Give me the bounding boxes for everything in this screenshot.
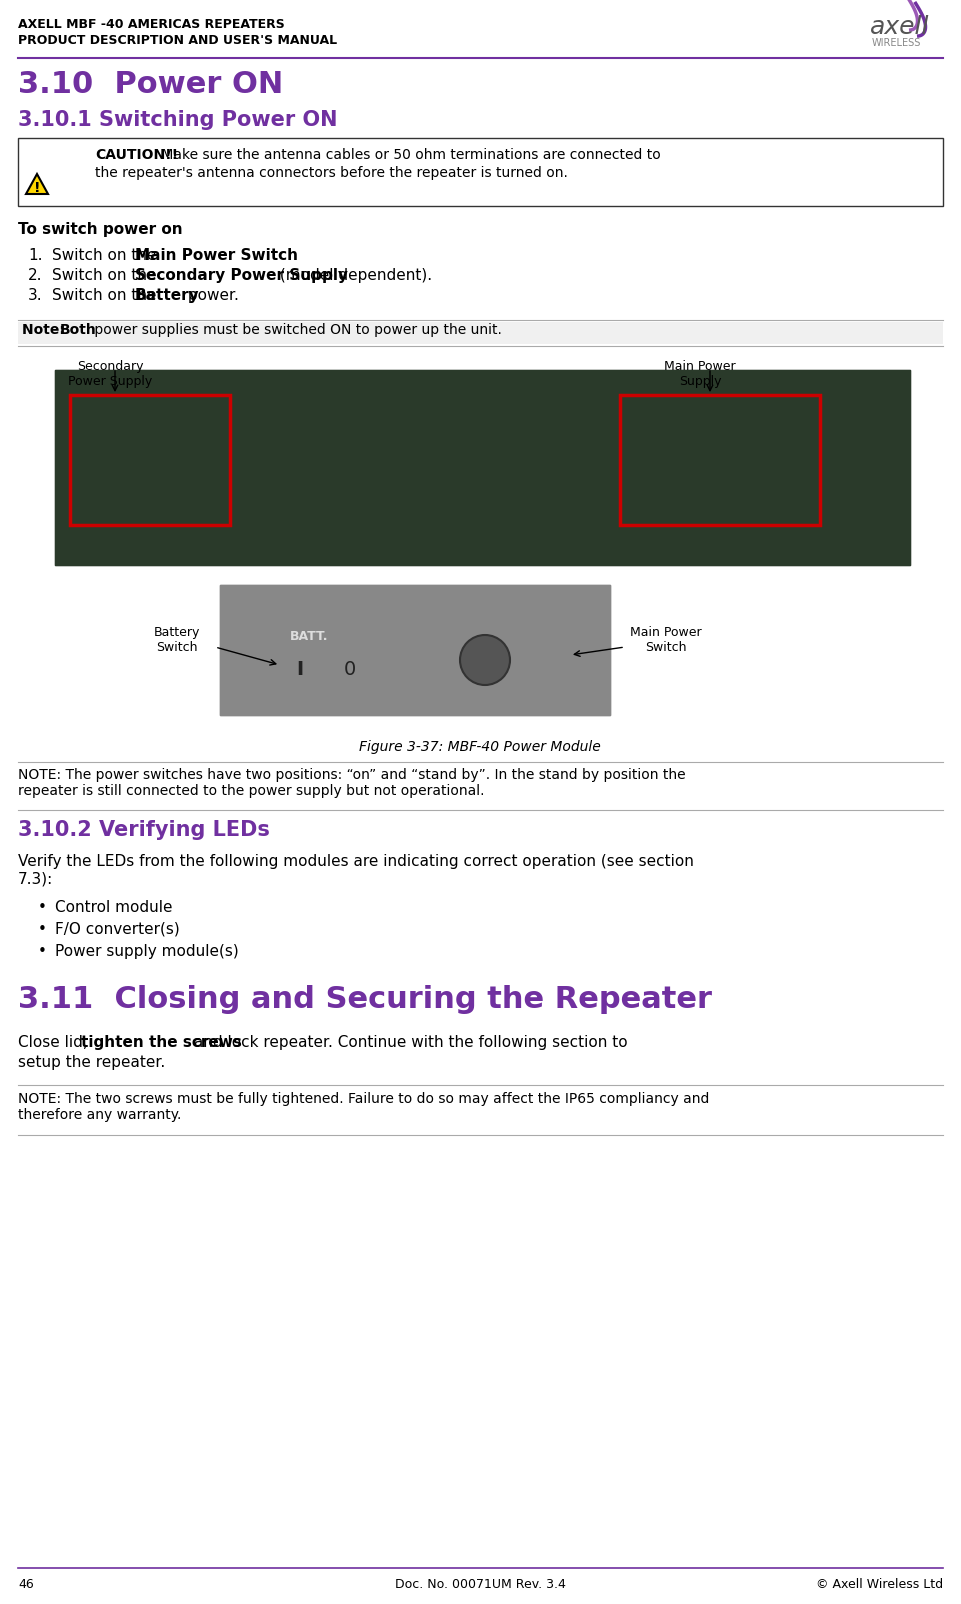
Text: setup the repeater.: setup the repeater. [18, 1055, 165, 1070]
Text: •: • [38, 945, 47, 959]
Text: power supplies must be switched ON to power up the unit.: power supplies must be switched ON to po… [90, 322, 502, 337]
FancyBboxPatch shape [55, 371, 910, 565]
Text: To switch power on: To switch power on [18, 221, 183, 237]
Text: Switch on the: Switch on the [52, 289, 161, 303]
Text: !: ! [34, 181, 40, 196]
Text: © Axell Wireless Ltd: © Axell Wireless Ltd [816, 1578, 943, 1591]
Text: NOTE: The two screws must be fully tightened. Failure to do so may affect the IP: NOTE: The two screws must be fully tight… [18, 1092, 709, 1123]
Text: Note:: Note: [22, 322, 70, 337]
Text: axell: axell [870, 14, 929, 38]
Text: 3.10.2 Verifying LEDs: 3.10.2 Verifying LEDs [18, 820, 270, 840]
Text: NOTE: The power switches have two positions: “on” and “stand by”. In the stand b: NOTE: The power switches have two positi… [18, 768, 685, 799]
Text: Battery
Switch: Battery Switch [154, 626, 200, 654]
Text: 3.11  Closing and Securing the Repeater: 3.11 Closing and Securing the Repeater [18, 985, 712, 1014]
Text: tighten the screws: tighten the screws [81, 1035, 242, 1051]
Text: 2.: 2. [28, 268, 42, 282]
Text: 3.10  Power ON: 3.10 Power ON [18, 71, 283, 99]
Text: Switch on the: Switch on the [52, 249, 161, 263]
Text: (model dependent).: (model dependent). [275, 268, 432, 282]
Text: Battery: Battery [135, 289, 200, 303]
Text: the repeater's antenna connectors before the repeater is turned on.: the repeater's antenna connectors before… [95, 165, 568, 180]
Text: Figure 3-37: MBF-40 Power Module: Figure 3-37: MBF-40 Power Module [359, 739, 601, 754]
Text: Secondary Power Supply: Secondary Power Supply [135, 268, 348, 282]
Text: Secondary
Power Supply: Secondary Power Supply [68, 359, 152, 388]
Text: •: • [38, 900, 47, 914]
FancyBboxPatch shape [220, 585, 610, 715]
Text: PRODUCT DESCRIPTION AND USER'S MANUAL: PRODUCT DESCRIPTION AND USER'S MANUAL [18, 34, 337, 47]
Text: and lock repeater. Continue with the following section to: and lock repeater. Continue with the fol… [189, 1035, 628, 1051]
Text: 3.: 3. [28, 289, 42, 303]
Text: Close lid,: Close lid, [18, 1035, 92, 1051]
Text: Make sure the antenna cables or 50 ohm terminations are connected to: Make sure the antenna cables or 50 ohm t… [157, 148, 661, 162]
Text: Control module: Control module [55, 900, 173, 914]
Text: 46: 46 [18, 1578, 34, 1591]
Text: Switch on the: Switch on the [52, 268, 161, 282]
Text: 1.: 1. [28, 249, 42, 263]
FancyBboxPatch shape [18, 322, 943, 343]
Text: 0: 0 [344, 659, 357, 678]
Text: Power supply module(s): Power supply module(s) [55, 945, 238, 959]
Text: Doc. No. 00071UM Rev. 3.4: Doc. No. 00071UM Rev. 3.4 [395, 1578, 565, 1591]
FancyBboxPatch shape [18, 138, 943, 205]
Text: WIRELESS: WIRELESS [872, 38, 922, 48]
Text: 3.10.1 Switching Power ON: 3.10.1 Switching Power ON [18, 111, 337, 130]
Text: AXELL MBF -40 AMERICAS REPEATERS: AXELL MBF -40 AMERICAS REPEATERS [18, 18, 284, 30]
Text: •: • [38, 922, 47, 937]
Text: Both: Both [60, 322, 97, 337]
Polygon shape [26, 173, 48, 194]
Text: I: I [296, 659, 304, 678]
Text: BATT.: BATT. [290, 630, 329, 643]
Text: Verify the LEDs from the following modules are indicating correct operation (see: Verify the LEDs from the following modul… [18, 853, 694, 887]
Text: power.: power. [183, 289, 239, 303]
Text: F/O converter(s): F/O converter(s) [55, 922, 180, 937]
Text: Main Power
Switch: Main Power Switch [630, 626, 702, 654]
Text: Main Power Switch: Main Power Switch [135, 249, 298, 263]
Text: CAUTION!!: CAUTION!! [95, 148, 178, 162]
Text: Main Power
Supply: Main Power Supply [664, 359, 736, 388]
Circle shape [460, 635, 510, 685]
Text: .: . [243, 249, 248, 263]
